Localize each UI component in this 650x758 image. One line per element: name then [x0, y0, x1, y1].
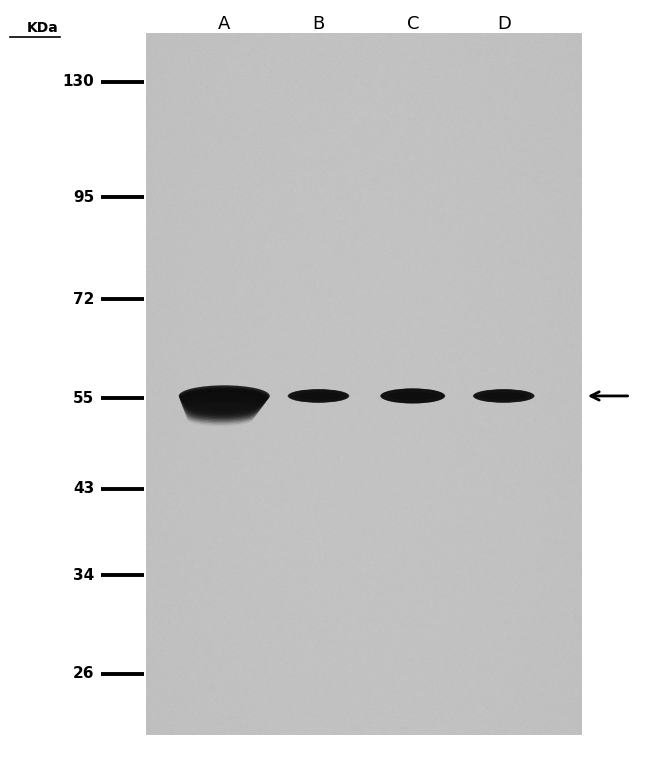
Ellipse shape [384, 390, 441, 402]
Ellipse shape [181, 391, 266, 411]
Ellipse shape [382, 389, 443, 402]
Ellipse shape [183, 399, 261, 416]
Text: 34: 34 [73, 568, 94, 583]
Text: 26: 26 [73, 666, 94, 681]
Text: 43: 43 [73, 481, 94, 496]
Ellipse shape [289, 390, 348, 402]
Ellipse shape [179, 387, 268, 408]
Ellipse shape [183, 401, 260, 418]
Ellipse shape [181, 393, 265, 412]
Ellipse shape [476, 390, 532, 402]
Text: 72: 72 [73, 292, 94, 307]
Ellipse shape [476, 390, 531, 402]
Ellipse shape [290, 390, 347, 402]
Ellipse shape [291, 390, 346, 402]
Ellipse shape [473, 389, 534, 402]
Text: B: B [313, 15, 324, 33]
Ellipse shape [473, 390, 534, 402]
Ellipse shape [382, 389, 444, 403]
Ellipse shape [183, 397, 263, 415]
Text: KDa: KDa [27, 20, 58, 35]
Ellipse shape [186, 409, 255, 424]
Ellipse shape [480, 392, 527, 399]
Ellipse shape [477, 390, 530, 401]
Text: D: D [497, 15, 511, 33]
Ellipse shape [182, 395, 264, 414]
Ellipse shape [187, 413, 253, 426]
Ellipse shape [185, 407, 256, 422]
Ellipse shape [187, 411, 254, 425]
Text: 95: 95 [73, 190, 94, 205]
Text: A: A [218, 15, 231, 33]
Ellipse shape [383, 390, 443, 402]
Ellipse shape [474, 390, 534, 402]
Ellipse shape [381, 389, 445, 403]
Text: C: C [406, 15, 419, 33]
Ellipse shape [295, 392, 342, 399]
Text: 55: 55 [73, 390, 94, 406]
Ellipse shape [192, 390, 256, 402]
Text: 130: 130 [62, 74, 94, 89]
Ellipse shape [475, 390, 532, 402]
Ellipse shape [385, 390, 441, 402]
Ellipse shape [474, 390, 533, 402]
Ellipse shape [185, 405, 257, 421]
Ellipse shape [180, 390, 267, 409]
Ellipse shape [288, 390, 349, 402]
Ellipse shape [389, 392, 437, 400]
Ellipse shape [287, 389, 350, 402]
Ellipse shape [289, 390, 348, 402]
Ellipse shape [292, 390, 345, 401]
Ellipse shape [184, 403, 259, 419]
Ellipse shape [380, 388, 445, 403]
Ellipse shape [179, 385, 270, 406]
Ellipse shape [291, 390, 346, 402]
Ellipse shape [384, 390, 442, 402]
